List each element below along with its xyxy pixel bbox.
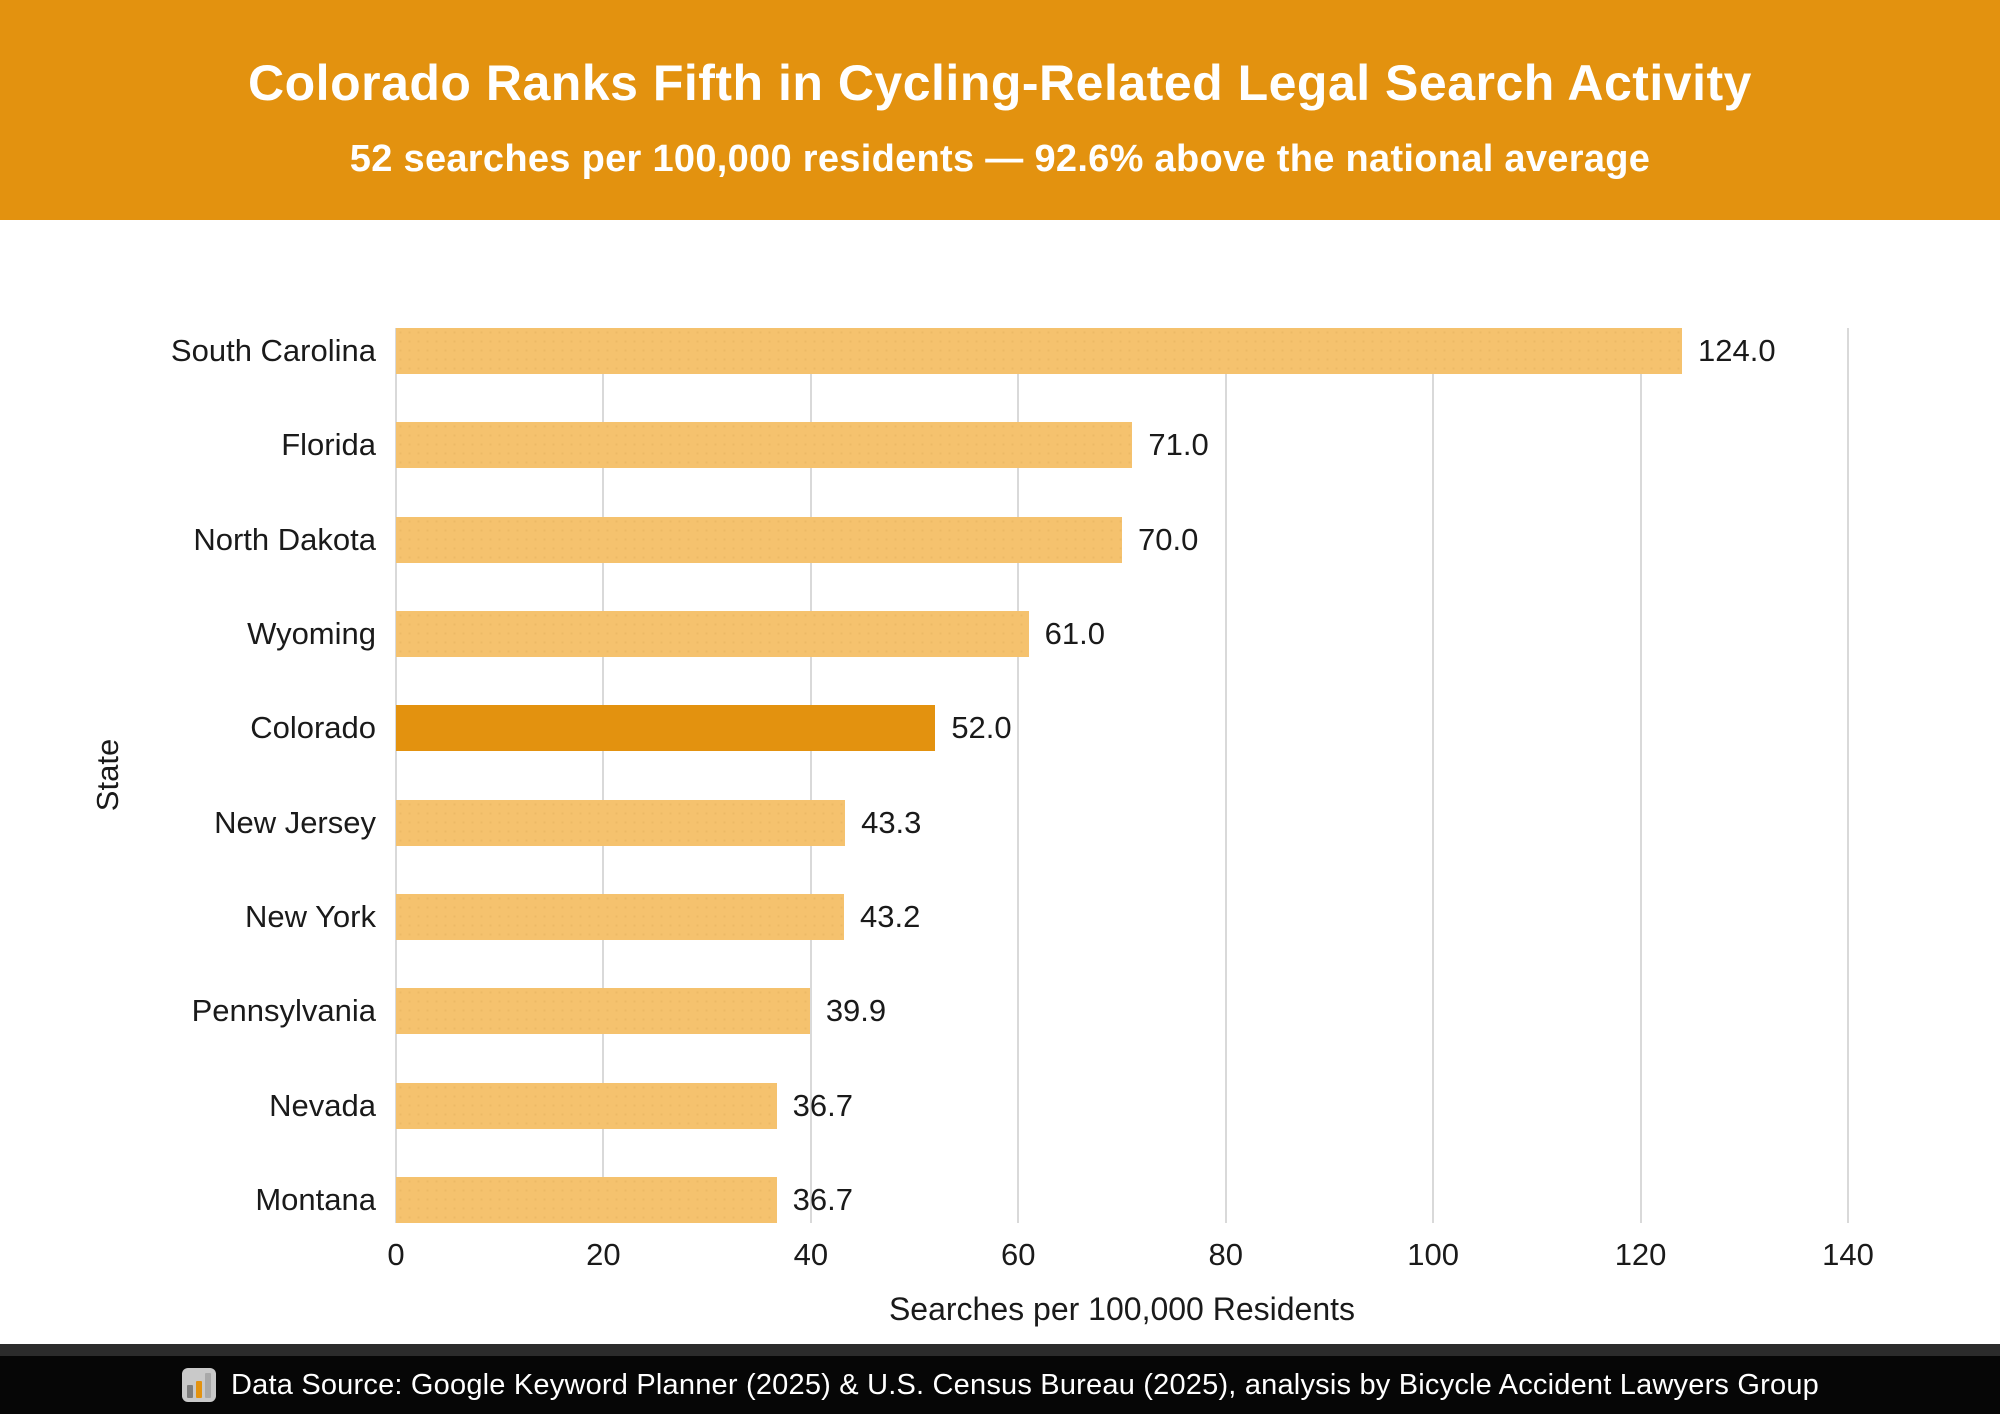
x-axis-title: Searches per 100,000 Residents [888, 1291, 1356, 1327]
bar-new-jersey [396, 799, 846, 846]
bar-south-carolina [396, 328, 1683, 374]
x-tick-label-100: 100 [1407, 1237, 1460, 1272]
value-label-pennsylvania: 39.9 [825, 993, 887, 1029]
category-label-north-dakota: North Dakota [193, 521, 376, 557]
category-label-wyoming: Wyoming [247, 616, 376, 651]
bar-colorado [396, 705, 936, 752]
plot-area: Searches per 100,000 Residents 0 20 40 60 80… [171, 328, 1874, 1327]
chart-canvas: State Searches per 100,000 Residents 0 20… [0, 220, 2000, 1344]
category-label-florida: Florida [281, 427, 376, 463]
category-label-pennsylvania: Pennsylvania [191, 993, 376, 1029]
category-label-new-jersey: New Jersey [214, 804, 376, 840]
gridline-140 [1847, 328, 1849, 1223]
category-label-colorado: Colorado [250, 710, 376, 746]
value-label-florida: 71.0 [1148, 427, 1209, 463]
bar-north-dakota [396, 516, 1122, 563]
value-label-new-york: 43.2 [860, 899, 921, 934]
data-source-text: Data Source: Google Keyword Planner (202… [231, 1368, 1819, 1401]
x-tick-label-80: 80 [1208, 1237, 1243, 1272]
x-tick-label-120: 120 [1614, 1237, 1667, 1272]
gridline-100 [1432, 328, 1435, 1223]
chart-subtitle: 52 searches per 100,000 residents — 92.6… [349, 137, 1651, 180]
x-tick-label-0: 0 [387, 1237, 405, 1272]
source-footer: Data Source: Google Keyword Planner (202… [0, 1344, 2000, 1414]
category-label-nevada: Nevada [269, 1087, 376, 1123]
category-label-montana: Montana [255, 1182, 376, 1217]
bar-wyoming [396, 611, 1029, 657]
bar-nevada [396, 1082, 777, 1129]
x-tick-label-40: 40 [793, 1237, 829, 1272]
bar-montana [396, 1177, 777, 1223]
gridline-20 [602, 328, 605, 1223]
chart-header: Colorado Ranks Fifth in Cycling-Related … [0, 0, 2000, 220]
gridline-0 [395, 328, 397, 1223]
bar-chart-icon [182, 1368, 216, 1402]
bar-pennsylvania [396, 988, 810, 1035]
gridline-60 [1017, 328, 1020, 1223]
value-label-colorado: 52.0 [951, 710, 1012, 746]
value-label-montana: 36.7 [792, 1182, 853, 1217]
chart-title: Colorado Ranks Fifth in Cycling-Related … [248, 54, 1752, 111]
bar-florida [396, 422, 1133, 469]
x-tick-label-20: 20 [586, 1237, 621, 1272]
value-label-north-dakota: 70.0 [1138, 521, 1199, 557]
value-label-south-carolina: 124.0 [1698, 333, 1776, 368]
gridline-40 [809, 328, 812, 1223]
category-label-south-carolina: South Carolina [170, 333, 376, 368]
x-tick-label-60: 60 [1001, 1237, 1036, 1272]
bar-new-york [396, 894, 845, 940]
x-tick-label-140: 140 [1822, 1237, 1874, 1272]
gridline-80 [1224, 328, 1227, 1223]
y-axis-title: State [90, 738, 125, 812]
value-label-nevada: 36.7 [792, 1087, 853, 1123]
value-label-wyoming: 61.0 [1044, 616, 1105, 651]
value-label-new-jersey: 43.3 [861, 804, 922, 840]
category-label-new-york: New York [245, 899, 376, 934]
gridline-120 [1639, 328, 1642, 1223]
